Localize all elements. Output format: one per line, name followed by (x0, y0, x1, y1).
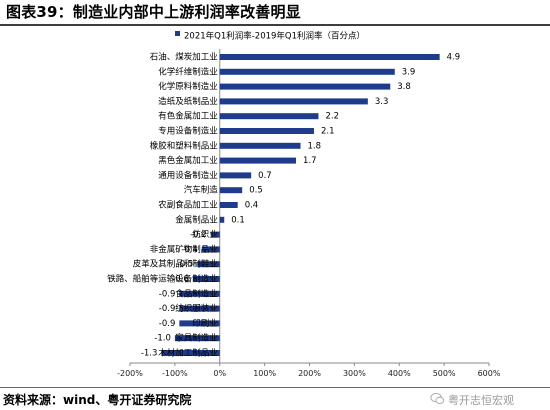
bar (219, 113, 319, 120)
category-label: 木材加工制品业 (158, 348, 218, 359)
category-label: 黑色金属加工业 (158, 155, 218, 166)
bar (197, 261, 220, 268)
legend-swatch (175, 31, 180, 36)
data-label: 1.8 (308, 141, 322, 151)
bar (219, 202, 238, 208)
data-label: 2.2 (325, 112, 339, 122)
bar (219, 68, 395, 75)
category-label: 造纸及纸制品业 (158, 96, 218, 107)
bar (219, 83, 391, 90)
bar (219, 142, 301, 149)
data-label: 3.9 (402, 67, 416, 77)
bar (219, 128, 314, 134)
category-label: 有色金属加工业 (158, 111, 218, 122)
data-label: -1.0 (154, 334, 171, 344)
bar (174, 335, 220, 342)
bar (210, 231, 220, 238)
bar (219, 216, 225, 223)
category-label: 通用设备制造业 (158, 170, 218, 181)
bar (192, 276, 220, 282)
x-tick-label: 300% (343, 369, 366, 378)
category-label: 纺织服装业 (175, 303, 218, 314)
category-label: 铁路、船舶等运输设备制造业 (107, 274, 218, 285)
data-label: -0.4 (181, 245, 198, 255)
data-label: -1.3 (141, 349, 158, 359)
data-label: 0.1 (231, 215, 245, 225)
category-label: 石油、煤炭加工业 (150, 52, 218, 63)
bar (201, 246, 220, 253)
data-label: 1.7 (303, 156, 317, 166)
bar (219, 54, 440, 60)
data-label: 3.3 (375, 97, 389, 107)
x-tick-label: 100% (253, 369, 276, 378)
category-label: 专用设备制造业 (158, 126, 218, 137)
data-label: 4.9 (447, 53, 461, 63)
data-label: -0.2 (190, 230, 207, 240)
data-label: -0.9 (159, 289, 176, 299)
source-note: 资料来源：wind、粤开证券研究院 (3, 393, 192, 407)
bar (161, 350, 220, 356)
x-tick-label: 600% (478, 369, 501, 378)
category-label: 橡胶和塑料制品业 (150, 140, 218, 151)
bar (219, 172, 252, 179)
category-label: 食品制造业 (175, 288, 218, 299)
bar (219, 187, 243, 194)
x-tick-label: -100% (162, 369, 188, 378)
category-label: 化学原料制造业 (158, 81, 218, 92)
category-label: 印刷业 (192, 318, 218, 329)
category-label: 非金属矿物制品业 (150, 244, 218, 255)
data-label: 3.8 (397, 82, 411, 92)
data-label: -0.5 (177, 260, 194, 270)
data-label: -0.6 (172, 275, 189, 285)
bar (179, 305, 220, 312)
data-label: 2.1 (321, 127, 335, 137)
category-label: 皮革及其制品和制鞋业 (133, 259, 218, 270)
category-label: 农副食品加工业 (158, 200, 218, 211)
category-label: 家具制造业 (175, 333, 218, 344)
bar (219, 157, 297, 164)
x-tick-label: 0% (213, 369, 226, 378)
bar (219, 98, 368, 105)
data-label: -0.9 (159, 304, 176, 314)
watermark-text: 粤开志恒宏观 (448, 394, 514, 407)
data-label: 0.4 (245, 201, 259, 211)
category-label: 化学纤维制造业 (158, 66, 218, 77)
category-label: 汽车制造 (184, 185, 219, 196)
data-label: 0.7 (258, 171, 272, 181)
bar (179, 290, 220, 297)
category-label: 金属制品业 (175, 214, 218, 225)
data-label: -0.9 (159, 319, 176, 329)
legend-label: 2021年Q1利润率-2019年Q1利润率（百分点） (184, 31, 365, 42)
x-tick-label: 400% (388, 369, 411, 378)
wechat-icon (430, 392, 445, 405)
bar (179, 320, 220, 327)
x-tick-label: -200% (117, 369, 143, 378)
footer-divider (0, 387, 550, 388)
bar-chart: 2021年Q1利润率-2019年Q1利润率（百分点） 石油、煤炭加工业 4.9 化学纤… (107, 31, 501, 379)
data-label: 0.5 (249, 186, 263, 196)
page-title: 图表39：制造业内部中上游利润率改善明显 (6, 3, 301, 21)
title-divider (0, 24, 550, 26)
x-tick-label: 500% (433, 369, 456, 378)
x-tick-label: 200% (298, 369, 321, 378)
category-label: 纺织业 (192, 229, 218, 240)
